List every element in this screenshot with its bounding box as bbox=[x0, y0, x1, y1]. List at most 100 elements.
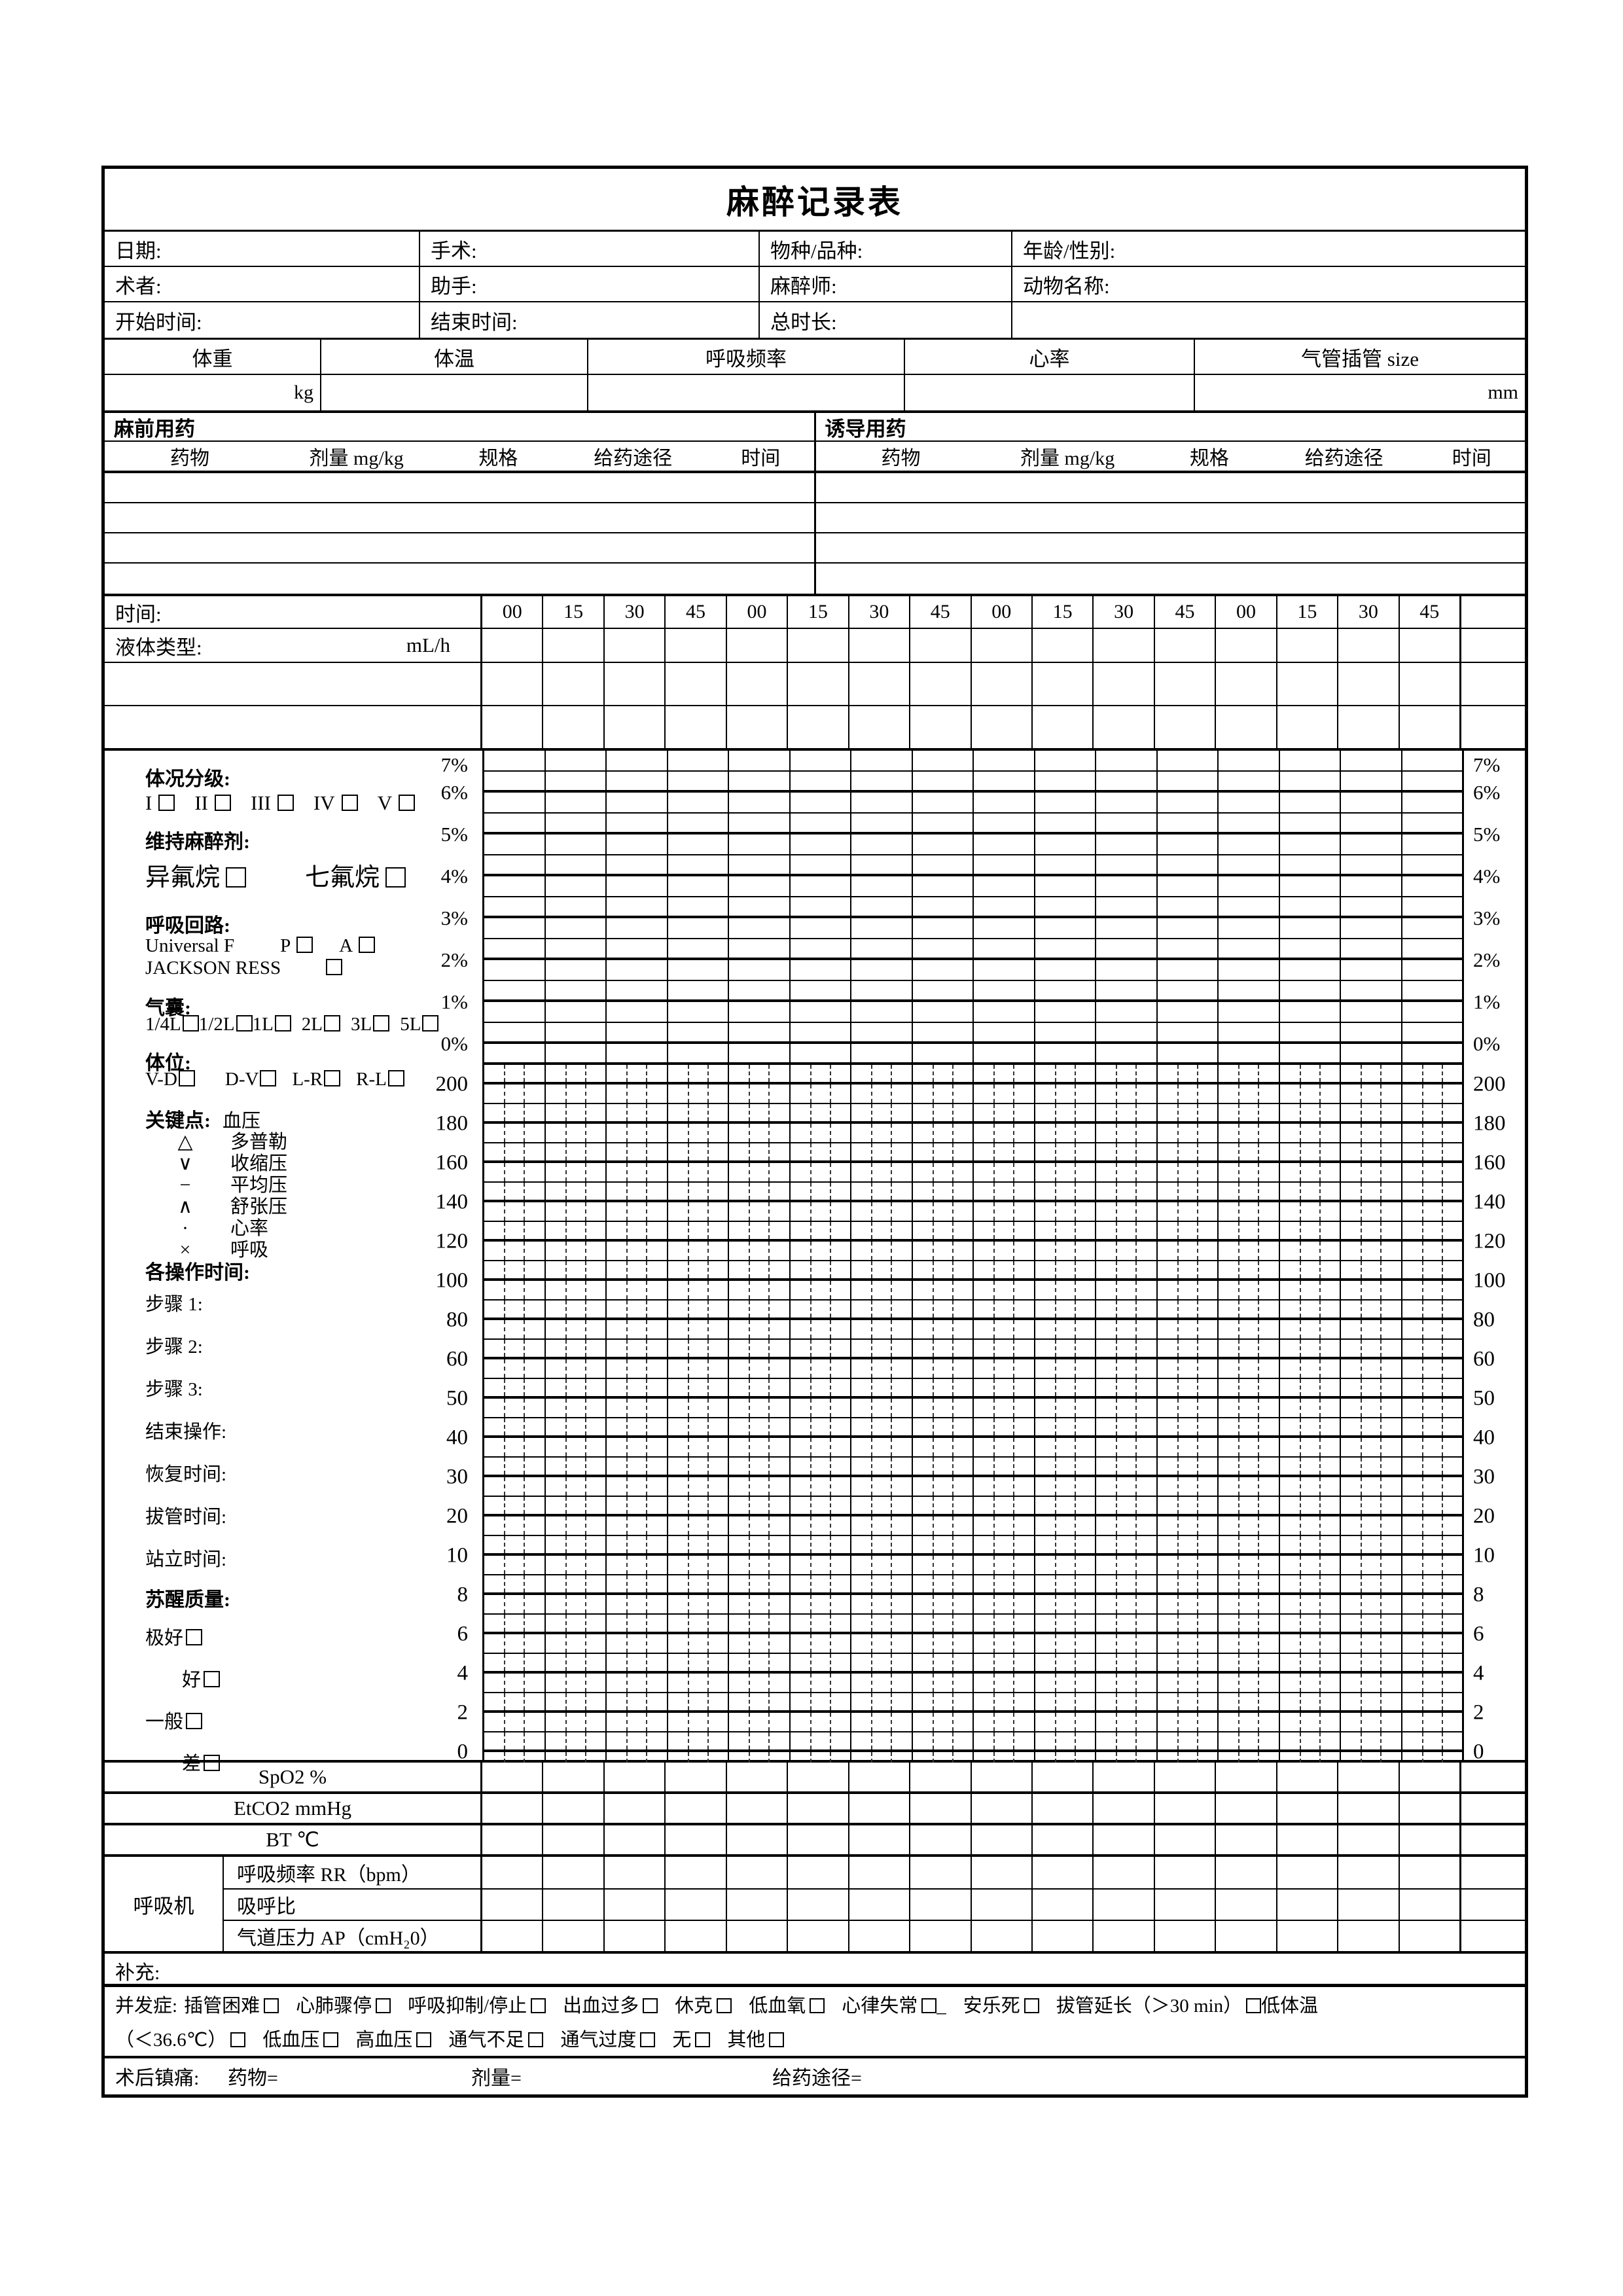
fluid-cell[interactable] bbox=[909, 629, 970, 662]
ventilator-cell[interactable] bbox=[542, 1921, 603, 1951]
recovery-checkbox[interactable] bbox=[186, 1713, 203, 1729]
fluid-cell[interactable] bbox=[847, 629, 909, 662]
monitor-cell[interactable] bbox=[1398, 1763, 1459, 1791]
ventilator-cell[interactable] bbox=[1275, 1857, 1337, 1888]
monitor-cell[interactable] bbox=[1031, 1825, 1092, 1854]
recovery-checkbox[interactable] bbox=[204, 1755, 221, 1771]
extra-fluid-cell[interactable] bbox=[1031, 706, 1092, 748]
condition-checkbox[interactable] bbox=[214, 795, 231, 811]
time-tick-cell[interactable]: 45 bbox=[1153, 596, 1215, 628]
bag-checkbox[interactable] bbox=[236, 1015, 253, 1031]
fluid-cell[interactable] bbox=[1275, 629, 1337, 662]
ventilator-cell[interactable] bbox=[787, 1921, 847, 1951]
monitor-cell[interactable] bbox=[787, 1794, 847, 1823]
monitor-cell[interactable] bbox=[542, 1825, 603, 1854]
bag-checkbox[interactable] bbox=[274, 1015, 291, 1031]
complication-checkbox[interactable] bbox=[528, 2032, 544, 2047]
monitor-cell[interactable] bbox=[909, 1825, 970, 1854]
fluid-cell[interactable] bbox=[664, 629, 725, 662]
time-tick-cell[interactable]: 00 bbox=[970, 596, 1031, 628]
extra-fluid-cell[interactable] bbox=[1153, 663, 1215, 705]
operation-time-item[interactable]: 恢复时间: bbox=[145, 1464, 227, 1485]
monitor-cell[interactable] bbox=[787, 1763, 847, 1791]
extra-fluid-cell[interactable] bbox=[664, 663, 725, 705]
ventilator-cell[interactable] bbox=[847, 1890, 909, 1920]
extra-fluid-cell[interactable] bbox=[847, 706, 909, 748]
analgesia-drug-field[interactable]: 药物= bbox=[228, 2068, 278, 2089]
info-cell[interactable]: 日期: bbox=[105, 232, 419, 267]
monitor-cell[interactable] bbox=[725, 1825, 787, 1854]
fluid-row-end-cell[interactable] bbox=[1459, 629, 1525, 662]
monitor-cell[interactable] bbox=[1275, 1763, 1337, 1791]
medication-entry-cell[interactable] bbox=[105, 473, 814, 502]
time-tick-cell[interactable]: 15 bbox=[1031, 596, 1092, 628]
monitor-cell[interactable] bbox=[909, 1763, 970, 1791]
info-cell[interactable]: 物种/品种: bbox=[758, 232, 1011, 267]
extra-fluid-end-cell[interactable] bbox=[1459, 663, 1525, 705]
medication-entry-cell[interactable] bbox=[813, 564, 1525, 594]
extra-fluid-cell[interactable] bbox=[482, 663, 542, 705]
time-tick-cell[interactable]: 15 bbox=[787, 596, 847, 628]
ventilator-cell[interactable] bbox=[970, 1890, 1031, 1920]
extra-fluid-cell[interactable] bbox=[1153, 706, 1215, 748]
monitor-cell[interactable] bbox=[1398, 1825, 1459, 1854]
monitor-cell[interactable] bbox=[970, 1825, 1031, 1854]
info-cell[interactable]: 术者: bbox=[105, 267, 419, 302]
info-cell[interactable]: 总时长: bbox=[758, 302, 1011, 338]
extra-fluid-cell[interactable] bbox=[1398, 663, 1459, 705]
monitor-cell[interactable] bbox=[1092, 1825, 1153, 1854]
ventilator-end-cell[interactable] bbox=[1459, 1921, 1525, 1951]
ventilator-cell[interactable] bbox=[542, 1857, 603, 1888]
ventilator-cell[interactable] bbox=[725, 1857, 787, 1888]
ventilator-cell[interactable] bbox=[1215, 1857, 1275, 1888]
monitor-cell[interactable] bbox=[1215, 1763, 1275, 1791]
recovery-checkbox[interactable] bbox=[186, 1629, 203, 1645]
position-checkbox[interactable] bbox=[178, 1070, 195, 1086]
monitor-cell[interactable] bbox=[603, 1825, 664, 1854]
info-cell[interactable]: 开始时间: bbox=[105, 302, 419, 338]
info-cell[interactable] bbox=[1011, 302, 1525, 338]
complication-checkbox[interactable] bbox=[1246, 1998, 1262, 2013]
time-tick-cell[interactable]: 45 bbox=[1398, 596, 1459, 628]
ventilator-cell[interactable] bbox=[970, 1921, 1031, 1951]
monitor-cell[interactable] bbox=[542, 1763, 603, 1791]
ventilator-cell[interactable] bbox=[1092, 1890, 1153, 1920]
extra-fluid-cell[interactable] bbox=[725, 706, 787, 748]
extra-fluid-cell[interactable] bbox=[1092, 663, 1153, 705]
ventilator-cell[interactable] bbox=[725, 1921, 787, 1951]
complication-checkbox[interactable] bbox=[643, 1998, 658, 2013]
extra-fluid-cell[interactable] bbox=[725, 663, 787, 705]
complication-checkbox[interactable] bbox=[531, 1998, 546, 2013]
ventilator-cell[interactable] bbox=[847, 1857, 909, 1888]
medication-entry-cell[interactable] bbox=[813, 503, 1525, 532]
time-row-end-cell[interactable] bbox=[1459, 596, 1525, 628]
ventilator-cell[interactable] bbox=[725, 1890, 787, 1920]
bag-checkbox[interactable] bbox=[182, 1015, 199, 1031]
medication-entry-cell[interactable] bbox=[105, 533, 814, 562]
ventilator-cell[interactable] bbox=[1337, 1921, 1398, 1951]
time-tick-cell[interactable]: 30 bbox=[847, 596, 909, 628]
time-tick-cell[interactable]: 30 bbox=[1092, 596, 1153, 628]
condition-checkbox[interactable] bbox=[158, 795, 175, 811]
operation-time-item[interactable]: 拔管时间: bbox=[145, 1507, 227, 1528]
monitor-cell[interactable] bbox=[1153, 1794, 1215, 1823]
monitor-cell[interactable] bbox=[1031, 1763, 1092, 1791]
extra-fluid-cell[interactable] bbox=[1337, 663, 1398, 705]
monitor-cell[interactable] bbox=[1337, 1794, 1398, 1823]
monitor-cell[interactable] bbox=[482, 1763, 542, 1791]
complication-checkbox[interactable] bbox=[416, 2032, 432, 2047]
info-cell[interactable]: 年龄/性别: bbox=[1011, 232, 1525, 267]
ventilator-cell[interactable] bbox=[542, 1890, 603, 1920]
ventilator-cell[interactable] bbox=[1275, 1921, 1337, 1951]
extra-fluid-cell[interactable] bbox=[482, 706, 542, 748]
ventilator-cell[interactable] bbox=[1031, 1857, 1092, 1888]
monitor-cell[interactable] bbox=[1153, 1825, 1215, 1854]
extra-fluid-cell[interactable] bbox=[909, 706, 970, 748]
ventilator-cell[interactable] bbox=[603, 1921, 664, 1951]
ventilator-cell[interactable] bbox=[482, 1857, 542, 1888]
extra-fluid-cell[interactable] bbox=[970, 663, 1031, 705]
monitor-cell[interactable] bbox=[1031, 1794, 1092, 1823]
fluid-cell[interactable] bbox=[1215, 629, 1275, 662]
vitals-value-cell[interactable] bbox=[320, 375, 587, 410]
monitor-cell[interactable] bbox=[1215, 1794, 1275, 1823]
